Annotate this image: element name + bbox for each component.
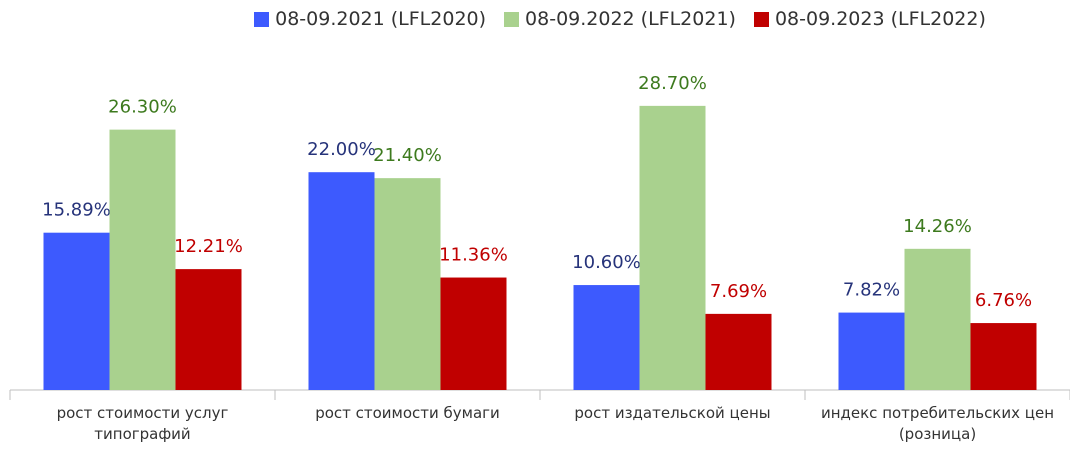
legend-label: 08-09.2023 (LFL2022) — [774, 8, 986, 30]
bar — [639, 105, 706, 391]
data-label: 14.26% — [903, 216, 972, 237]
bar — [705, 313, 772, 390]
bar — [970, 323, 1037, 390]
legend-label: 08-09.2021 (LFL2020) — [275, 8, 487, 30]
data-label: 7.69% — [710, 281, 767, 302]
legend-item: 08-09.2022 (LFL2021) — [504, 8, 736, 30]
legend-item: 08-09.2021 (LFL2020) — [254, 8, 486, 30]
bar — [308, 172, 375, 390]
legend-swatch — [753, 11, 769, 27]
legend-item: 08-09.2023 (LFL2022) — [753, 8, 986, 30]
bar — [175, 269, 242, 390]
bar — [573, 285, 640, 390]
x-tick-label: рост стоимости услуг типографий — [56, 404, 229, 443]
bar — [43, 232, 110, 390]
x-tick-label: индекс потребительских цен (розница) — [820, 404, 1055, 443]
data-label: 12.21% — [174, 236, 243, 257]
legend: 08-09.2021 (LFL2020) 08-09.2022 (LFL2021)… — [0, 8, 1070, 30]
bar — [904, 248, 971, 390]
data-label: 10.60% — [572, 252, 641, 273]
data-label: 21.40% — [373, 145, 442, 166]
legend-label: 08-09.2022 (LFL2021) — [525, 8, 736, 30]
bar — [440, 277, 507, 390]
x-tick-label: рост издательской цены — [574, 404, 771, 422]
data-label: 11.36% — [439, 245, 508, 266]
bar — [374, 178, 441, 390]
data-label: 6.76% — [975, 290, 1032, 311]
data-label: 26.30% — [108, 97, 177, 118]
data-label: 28.70% — [638, 73, 707, 94]
bar — [109, 129, 176, 390]
data-label: 15.89% — [42, 200, 111, 221]
x-tick-label: рост стоимости бумаги — [315, 404, 500, 422]
data-label: 7.82% — [843, 280, 900, 301]
data-label: 22.00% — [307, 139, 376, 160]
legend-swatch — [504, 11, 520, 27]
bar — [838, 312, 905, 390]
legend-swatch — [254, 11, 270, 27]
